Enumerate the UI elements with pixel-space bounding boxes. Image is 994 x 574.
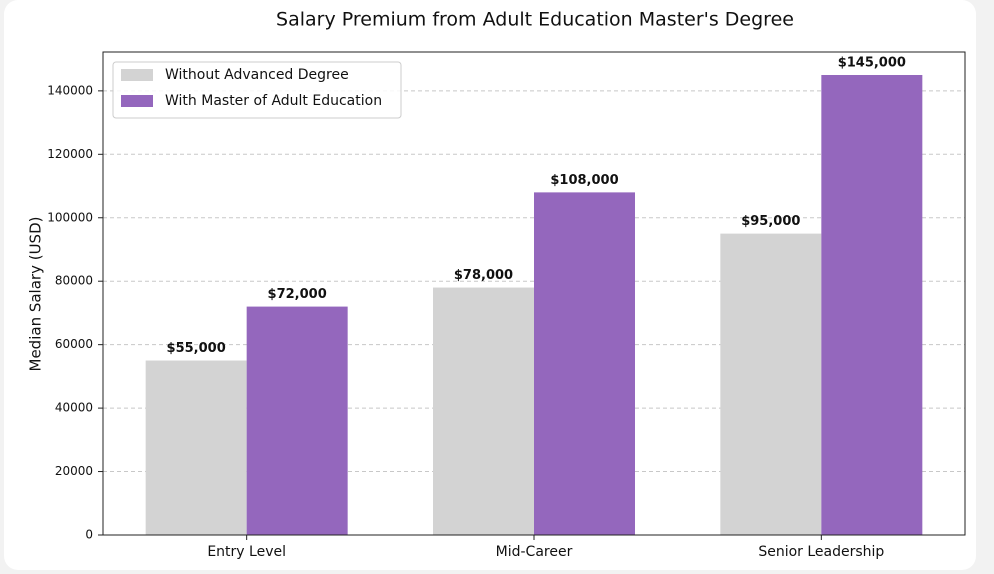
y-tick-label: 140000: [47, 83, 93, 97]
y-tick-label: 40000: [55, 401, 93, 415]
value-label: $108,000: [550, 173, 618, 188]
bar: [145, 360, 247, 535]
chart-title: Salary Premium from Adult Education Mast…: [276, 9, 794, 31]
x-tick-label: Mid-Career: [496, 544, 573, 560]
legend-label: With Master of Adult Education: [165, 93, 382, 109]
value-label: $72,000: [268, 287, 327, 302]
value-label: $55,000: [167, 341, 226, 356]
y-tick-label: 60000: [55, 337, 93, 351]
bar: [821, 75, 923, 535]
plot-frame: [102, 51, 966, 536]
value-label: $145,000: [838, 56, 906, 71]
y-tick-label: 120000: [47, 147, 93, 161]
y-axis-label: Median Salary (USD): [27, 217, 45, 372]
x-tick-label: Entry Level: [207, 544, 286, 560]
legend-swatch: [121, 95, 153, 107]
bar: [433, 287, 534, 535]
bar: [246, 306, 348, 535]
legend-swatch: [121, 69, 153, 81]
legend-box: [112, 61, 402, 119]
value-label: $95,000: [741, 214, 800, 229]
y-tick-label: 80000: [55, 274, 93, 288]
bar: [534, 192, 635, 535]
value-label: $78,000: [454, 268, 513, 283]
y-tick-label: 100000: [47, 210, 93, 224]
y-tick-label: 20000: [55, 464, 93, 478]
y-tick-label: 0: [85, 528, 93, 542]
x-tick-label: Senior Leadership: [758, 544, 884, 560]
legend-label: Without Advanced Degree: [165, 67, 349, 83]
bar: [720, 233, 822, 535]
